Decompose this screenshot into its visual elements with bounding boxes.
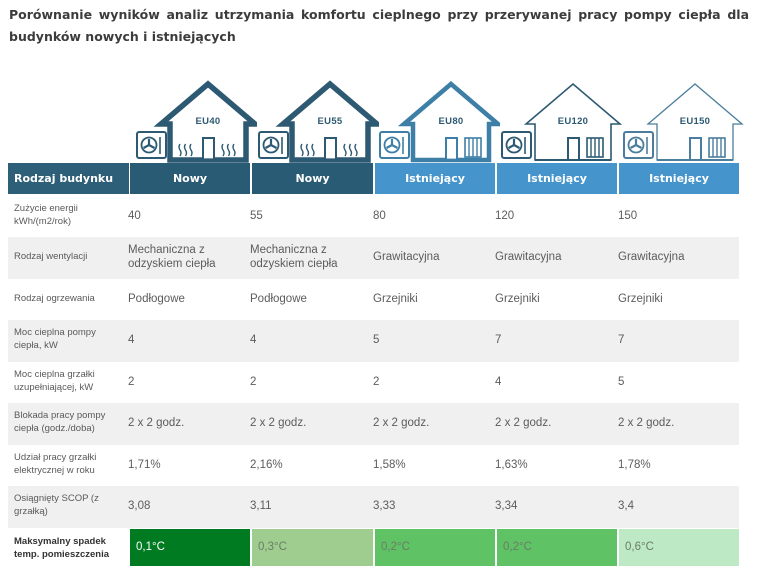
row-label: Maksymalny spadek temp. pomieszczenia — [14, 536, 110, 560]
house-graphic — [501, 82, 622, 161]
table-cell: 2 x 2 godz. — [495, 417, 552, 429]
house-icon: EU150 — [622, 80, 744, 164]
house-label: EU120 — [557, 116, 589, 127]
house-icons-row: EU40 EU55 EU80 EU120 EU150 — [0, 80, 757, 164]
house-graphic — [258, 80, 379, 163]
table-cell: Podłogowe — [128, 293, 185, 305]
table-cell: 4 — [250, 334, 257, 346]
highlight-cell: 0,3°C — [252, 529, 373, 566]
table-row: Osiągnięty SCOP (z grzałką) 3,08 3,11 3,33 3… — [8, 486, 739, 528]
house-icon: EU40 — [135, 80, 257, 164]
table-cell: 2 — [250, 376, 257, 388]
table-cell: 1,63% — [495, 459, 528, 471]
table-cell: Mechaniczna z odzyskiem ciepła — [250, 244, 338, 270]
table-cell: 1,78% — [618, 459, 651, 471]
row-label: Blokada pracy pompy ciepła (godz./doba) — [14, 410, 106, 434]
header-cell-eu150: Istniejący — [619, 163, 739, 194]
table-cell: Grawitacyjna — [618, 251, 685, 263]
table-cell: 2 — [373, 376, 380, 388]
house-label: EU55 — [317, 116, 343, 127]
table-cell: Grzejniki — [373, 293, 418, 305]
table-row: Moc cieplna pompy ciepła, kW 4 4 5 7 7 — [8, 320, 739, 362]
header-label: Istniejący — [649, 172, 709, 185]
header-cell-building-type: Rodzaj budynku — [8, 163, 129, 194]
table-cell: Grzejniki — [618, 293, 663, 305]
house-label: EU40 — [195, 116, 221, 127]
table-cell: 2 — [128, 376, 135, 388]
table-cell: 80 — [373, 210, 386, 222]
house-graphic — [136, 80, 257, 163]
row-label: Rodzaj wentylacji — [14, 251, 88, 262]
header-cell-eu120: Istniejący — [497, 163, 617, 194]
table-cell: 2 x 2 godz. — [373, 417, 430, 429]
header-cell-eu55: Nowy — [252, 163, 373, 194]
table-cell: 3,34 — [495, 500, 518, 512]
table-cell: Grawitacyjna — [373, 251, 440, 263]
table-cell: 5 — [618, 376, 625, 388]
table-cell: Podłogowe — [250, 293, 307, 305]
table-cell: Mechaniczna z odzyskiem ciepła — [128, 244, 216, 270]
table-cell: 150 — [618, 210, 638, 222]
header-cell-eu80: Istniejący — [375, 163, 495, 194]
highlight-cell: 0,1°C — [130, 529, 250, 566]
table-cell: 3,4 — [618, 500, 634, 512]
highlight-value: 0,6°C — [625, 541, 654, 553]
highlight-cell: 0,6°C — [619, 529, 739, 566]
house-icon: EU55 — [257, 80, 379, 164]
table-row: Rodzaj ogrzewania Podłogowe Podłogowe Grzej… — [8, 279, 739, 320]
highlight-cell: 0,2°C — [375, 529, 495, 566]
table-row: Zużycie energii kWh/(m2/rok) 40 55 80 120 150 — [8, 196, 739, 237]
table-cell: Grzejniki — [495, 293, 540, 305]
table-cell: 4 — [495, 376, 502, 388]
table-cell: 120 — [495, 210, 515, 222]
highlight-value: 0,3°C — [258, 541, 287, 553]
page-title: Porównanie wyników analiz utrzymania kom… — [9, 7, 749, 44]
highlight-cell: 0,2°C — [497, 529, 617, 566]
house-icon: EU80 — [378, 80, 500, 164]
row-label: Rodzaj ogrzewania — [14, 293, 95, 304]
row-label: Zużycie energii kWh/(m2/rok) — [14, 203, 78, 227]
table-row-max-temp-drop: Maksymalny spadek temp. pomieszczenia 0,1… — [8, 529, 739, 566]
table-row: Udział pracy grzałki elektrycznej w roku… — [8, 445, 739, 486]
table-cell: 2 x 2 godz. — [618, 417, 675, 429]
highlight-value: 0,1°C — [136, 541, 165, 553]
house-graphic — [623, 83, 744, 161]
table-cell: 7 — [495, 334, 502, 346]
table-cell: 7 — [618, 334, 625, 346]
header-label: Istniejący — [405, 172, 465, 185]
table-cell: 1,58% — [373, 459, 406, 471]
house-icon: EU120 — [500, 80, 622, 164]
table-cell: 55 — [250, 210, 263, 222]
header-label-building-type: Rodzaj budynku — [14, 172, 114, 185]
row-label: Osiągnięty SCOP (z grzałką) — [14, 493, 99, 517]
table-cell: 5 — [373, 334, 380, 346]
table-cell: 4 — [128, 334, 135, 346]
header-label: Istniejący — [527, 172, 587, 185]
table-cell: 2,16% — [250, 459, 283, 471]
highlight-value: 0,2°C — [381, 541, 410, 553]
table-cell: Grawitacyjna — [495, 251, 562, 263]
table-row: Moc cieplna grzałki uzupełniającej, kW 2 2… — [8, 362, 739, 403]
table-cell: 2 x 2 godz. — [128, 417, 185, 429]
table-cell: 3,08 — [128, 500, 151, 512]
table-cell: 3,11 — [250, 500, 272, 512]
header-label: Nowy — [295, 172, 330, 185]
header-cell-eu40: Nowy — [130, 163, 250, 194]
highlight-value: 0,2°C — [503, 541, 532, 553]
table-row: Blokada pracy pompy ciepła (godz./doba) 2… — [8, 403, 739, 445]
table-cell: 40 — [128, 210, 141, 222]
row-label: Udział pracy grzałki elektrycznej w roku — [14, 452, 97, 476]
table-cell: 3,33 — [373, 500, 396, 512]
row-label: Moc cieplna grzałki uzupełniającej, kW — [14, 369, 95, 393]
table-cell: 2 x 2 godz. — [250, 417, 307, 429]
row-label: Moc cieplna pompy ciepła, kW — [14, 327, 96, 351]
house-label: EU80 — [438, 116, 464, 127]
header-label: Nowy — [172, 172, 208, 185]
table-cell: 1,71% — [128, 459, 161, 471]
house-label: EU150 — [679, 116, 711, 127]
table-row: Rodzaj wentylacji Mechaniczna z odzyskiem… — [8, 237, 739, 279]
house-graphic — [379, 81, 500, 163]
